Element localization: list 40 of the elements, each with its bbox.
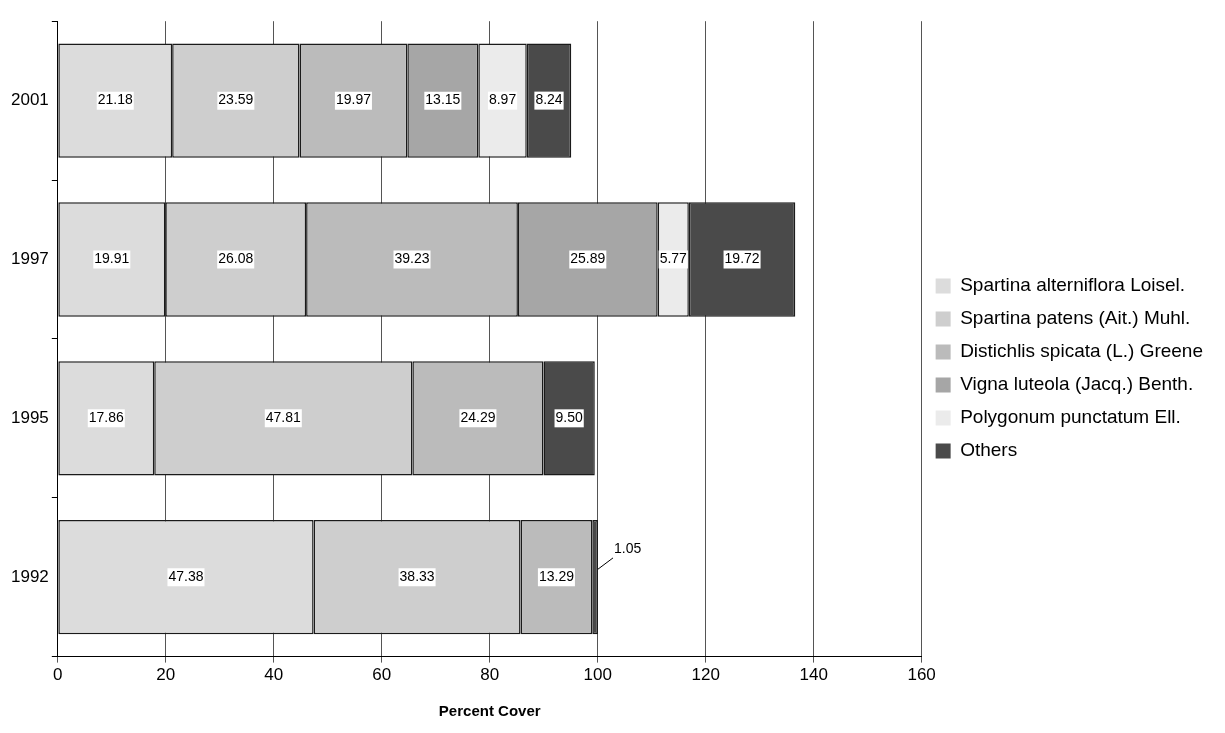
- x-tick-label: 120: [691, 665, 720, 685]
- legend-label: Distichlis spicata (L.) Greene: [960, 340, 1204, 362]
- data-label: 8.24: [535, 91, 563, 108]
- data-label: 47.38: [168, 568, 204, 585]
- legend-label: Vigna luteola (Jacq.) Benth.: [960, 373, 1194, 395]
- x-tick-label: 20: [156, 665, 176, 685]
- data-label: 19.91: [94, 250, 130, 267]
- y-tick-label: 2001: [10, 90, 49, 110]
- legend-label: Others: [960, 439, 1018, 461]
- data-label: 17.86: [88, 409, 124, 426]
- x-tick-label: 140: [799, 665, 828, 685]
- x-tick-label: 60: [372, 665, 392, 685]
- legend-label: Spartina alterniflora Loisel.: [960, 274, 1186, 296]
- x-axis-title: Percent Cover: [438, 702, 541, 720]
- data-label: 13.15: [425, 91, 461, 108]
- data-label: 13.29: [538, 568, 575, 585]
- x-tick-label: 100: [583, 665, 612, 685]
- data-label: 19.72: [724, 250, 760, 267]
- data-label: 39.23: [394, 250, 430, 267]
- data-label: 5.77: [659, 250, 688, 267]
- y-tick-label: 1992: [10, 566, 49, 586]
- data-label: 38.33: [399, 568, 435, 585]
- data-label: 47.81: [265, 409, 302, 426]
- data-label: 8.97: [488, 91, 517, 108]
- data-label: 24.29: [460, 409, 496, 426]
- legend-label: Polygonum punctatum Ell.: [960, 406, 1181, 428]
- x-tick-label: 0: [53, 665, 63, 685]
- x-tick-label: 160: [907, 665, 936, 685]
- data-label: 1.05: [613, 540, 642, 557]
- y-tick-label: 1997: [10, 249, 49, 269]
- x-tick-label: 40: [264, 665, 284, 685]
- data-label: 23.59: [218, 91, 254, 108]
- legend-label: Spartina patens (Ait.) Muhl.: [960, 307, 1191, 329]
- data-label: 21.18: [97, 91, 133, 108]
- data-label: 9.50: [555, 409, 583, 426]
- data-label: 25.89: [570, 250, 606, 267]
- data-label: 19.97: [335, 91, 372, 108]
- x-tick-label: 80: [480, 665, 500, 685]
- data-label: 26.08: [218, 250, 254, 267]
- y-tick-label: 1995: [10, 408, 49, 428]
